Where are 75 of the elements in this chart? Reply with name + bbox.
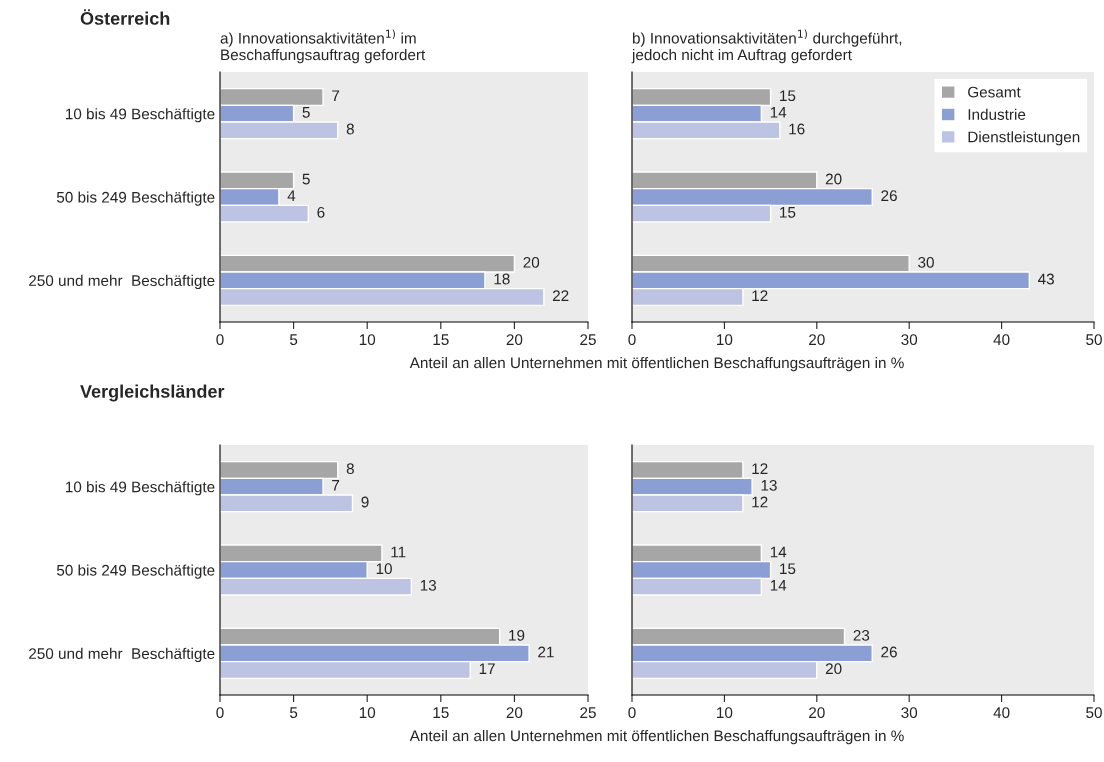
data-label: 14 (770, 580, 787, 591)
data-label: 20 (523, 256, 540, 268)
chart-title: Österreich (80, 9, 170, 25)
x-tick-label: 0 (216, 334, 224, 346)
data-label: 8 (346, 463, 354, 475)
data-label: 17 (479, 663, 495, 674)
x-tick-label: 50 (1086, 707, 1102, 719)
data-label: 26 (881, 190, 897, 202)
x-tick-label: 20 (809, 334, 825, 346)
data-label: 19 (509, 629, 525, 641)
x-tick-label: 25 (580, 334, 596, 346)
y-tick-label: 50 bis 249 Beschäftigte (56, 564, 215, 579)
x-tick-label: 10 (717, 334, 733, 346)
x-tick-label: 20 (809, 707, 825, 719)
data-label: 7 (332, 90, 340, 101)
chart-subtitle: b) Innovationsaktivitäten$^{1)}$ durchgeführt, jedoch nicht im Auftrag gefordert (631, 29, 902, 64)
x-tick-label: 15 (433, 707, 449, 719)
x-tick-label: 5 (289, 707, 298, 719)
data-label: 20 (825, 173, 842, 185)
data-label: 5 (302, 107, 310, 118)
x-tick-label: 20 (506, 334, 523, 346)
x-tick-label: 30 (901, 707, 918, 719)
data-label: 21 (538, 646, 554, 658)
x-axis-title: Anteil an allen Unternehmen mit öffentlichen Beschaffungsaufträgen in % (409, 730, 904, 745)
data-label: 11 (391, 546, 406, 558)
data-label: 5 (302, 173, 310, 185)
x-tick-label: 15 (433, 334, 449, 346)
x-axis-title: Anteil an allen Unternehmen mit öffentlichen Beschaffungsaufträgen in % (409, 357, 904, 372)
data-label: 14 (770, 107, 787, 118)
data-label: 12 (752, 463, 768, 474)
data-label: 6 (317, 206, 325, 218)
y-tick-label: 10 bis 49 Beschäftigte (65, 108, 215, 123)
legend-label: Dienstleistungen (968, 131, 1080, 146)
data-label: 15 (780, 90, 796, 102)
data-label: 10 (376, 563, 392, 575)
data-label: 20 (825, 663, 842, 675)
data-label: 43 (1038, 273, 1054, 285)
data-label: 7 (332, 480, 340, 491)
data-label: 22 (552, 290, 569, 301)
data-label: 15 (780, 207, 796, 218)
y-tick-label: 50 bis 249 Beschäftigte (56, 191, 215, 206)
x-tick-label: 0 (628, 707, 636, 719)
x-tick-label: 10 (359, 707, 376, 719)
data-label: 23 (853, 629, 870, 641)
x-tick-label: 0 (628, 334, 636, 346)
data-label: 18 (494, 273, 510, 285)
x-tick-label: 30 (901, 334, 918, 346)
data-label: 16 (789, 123, 805, 135)
x-tick-label: 25 (580, 707, 596, 719)
chart-title: Vergleichsländer (80, 384, 225, 402)
x-tick-label: 50 (1086, 334, 1102, 346)
data-label: 9 (361, 496, 369, 508)
chart-subtitle: a) Innovationsaktivitäten$^{1)}$ im Beschaffungsauftrag gefordert (220, 29, 426, 64)
x-tick-label: 10 (359, 334, 376, 346)
data-label: 30 (918, 256, 934, 268)
x-tick-label: 20 (506, 707, 523, 719)
y-tick-label: 10 bis 49 Beschäftigte (65, 481, 215, 496)
data-label: 12 (752, 496, 768, 508)
data-label: 14 (770, 546, 787, 558)
y-tick-label: 250 und mehr Beschäftigte (29, 274, 215, 290)
data-label: 8 (346, 123, 354, 135)
x-tick-label: 40 (993, 707, 1010, 719)
x-tick-label: 40 (993, 334, 1010, 346)
data-label: 12 (752, 290, 768, 301)
legend-label: Industrie (968, 108, 1026, 120)
data-label: 4 (287, 190, 296, 201)
x-tick-label: 5 (289, 334, 298, 346)
legend-label: Gesamt (968, 86, 1021, 98)
data-label: 13 (761, 479, 777, 491)
x-tick-label: 10 (717, 707, 733, 719)
data-label: 15 (780, 563, 796, 575)
data-label: 26 (881, 646, 897, 658)
y-tick-label: 250 und mehr Beschäftigte (29, 647, 215, 663)
data-label: 13 (420, 579, 437, 591)
x-tick-label: 0 (216, 707, 224, 719)
